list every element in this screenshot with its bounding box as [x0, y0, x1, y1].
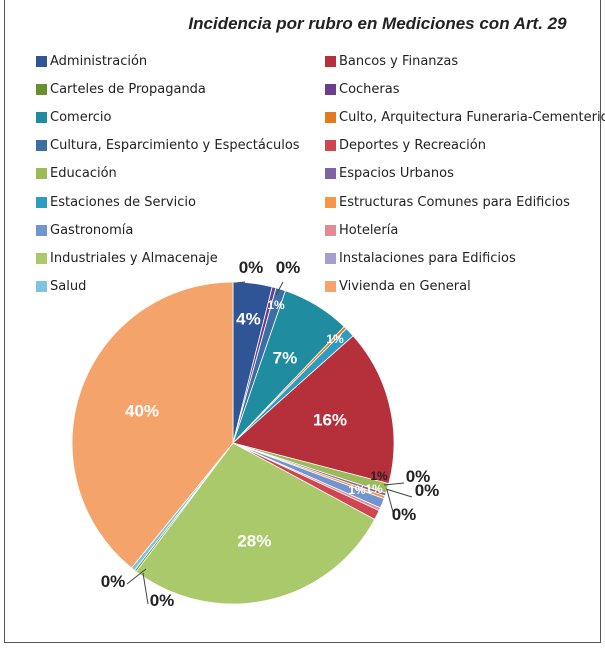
legend-label: Gastronomía [50, 222, 134, 238]
data-label-espacios-urbanos: 0% [406, 467, 431, 486]
data-label-administracion: 4% [236, 309, 261, 328]
legend-label: Industriales y Almacenaje [50, 250, 218, 266]
data-label-cocheras: 0% [239, 258, 264, 277]
legend-swatch [325, 252, 336, 264]
legend-label: Cocheras [339, 82, 400, 98]
data-label-industriales-y-almacenaje: 28% [237, 532, 271, 551]
pie-slice-bancos-y-finanzas [232, 335, 395, 485]
legend-swatch [36, 252, 47, 264]
data-label-deportes-y-recreacion: 1% [348, 483, 366, 497]
leader-line-culto-arquitectura-funeraria-cementerios [275, 281, 284, 296]
legend-label: Carteles de Propaganda [50, 82, 206, 98]
legend-label: Culto, Arquitectura Funeraria-Cementerio… [339, 110, 605, 126]
legend-label: Deportes y Recreación [339, 138, 486, 154]
legend-swatch [325, 140, 336, 152]
pie-slice-vivienda-en-general [71, 281, 234, 569]
legend-swatch [325, 168, 336, 180]
data-label-hoteleria: 0% [392, 505, 417, 524]
legend-swatch [325, 196, 336, 208]
legend-label: Estructuras Comunes para Edificios [339, 194, 570, 210]
legend-label: Hotelería [339, 222, 399, 238]
legend-label: Comercio [50, 110, 112, 126]
legend-swatch [325, 280, 336, 292]
data-label-carteles-de-propaganda: 0% [101, 572, 126, 591]
legend-label: Instalaciones para Edificios [339, 250, 516, 266]
data-label-culto-arquitectura-funeraria-cementerios: 0% [276, 258, 301, 277]
legend-label: Salud [50, 278, 87, 294]
data-label-cultura-esparcimiento-y-espectaculos: 1% [267, 298, 285, 312]
data-label-gastronomia: 1% [365, 482, 383, 496]
leader-line-cocheras [235, 281, 246, 284]
legend-swatch [325, 56, 336, 67]
data-label-vivienda-en-general: 40% [125, 402, 159, 421]
data-label-educacion: 1% [370, 469, 388, 483]
pie-slice-industriales-y-almacenaje [135, 442, 376, 605]
legend-swatch [36, 112, 47, 124]
legend-label: Educación [50, 166, 117, 182]
legend-label: Administración [50, 54, 148, 69]
legend-swatch [325, 112, 336, 124]
legend-swatch [36, 140, 47, 152]
legend-swatch [36, 196, 47, 208]
legend-label: Vivienda en General [339, 278, 471, 294]
data-label-salud: 0% [150, 591, 175, 610]
legend-swatch [325, 84, 336, 96]
leader-line-hoteleria [386, 489, 394, 513]
leader-line-estructuras-comunes-para-edificios [385, 488, 413, 498]
legend-label: Espacios Urbanos [339, 166, 454, 182]
legend-swatch [36, 84, 47, 96]
data-label-estaciones-de-servicio: 1% [326, 332, 344, 346]
legend-swatch [36, 168, 47, 180]
leader-line-salud [142, 572, 149, 605]
data-label-bancos-y-finanzas: 16% [313, 411, 347, 430]
legend-label: Cultura, Esparcimiento y Espectáculos [50, 138, 300, 154]
leader-line-espacios-urbanos [383, 482, 405, 486]
legend-swatch [36, 56, 47, 67]
chart-frame [4, 0, 601, 643]
chart-title: Incidencia por rubro en Mediciones con A… [188, 14, 567, 33]
legend-label: Estaciones de Servicio [50, 194, 196, 210]
legend-swatch [325, 224, 336, 236]
legend-swatch [36, 280, 47, 292]
legend-swatch [36, 224, 47, 236]
data-label-comercio: 7% [273, 349, 298, 368]
legend-label: Bancos y Finanzas [339, 54, 459, 69]
leader-line-carteles-de-propaganda [126, 568, 147, 585]
data-label-estructuras-comunes-para-edificios: 0% [415, 481, 440, 500]
